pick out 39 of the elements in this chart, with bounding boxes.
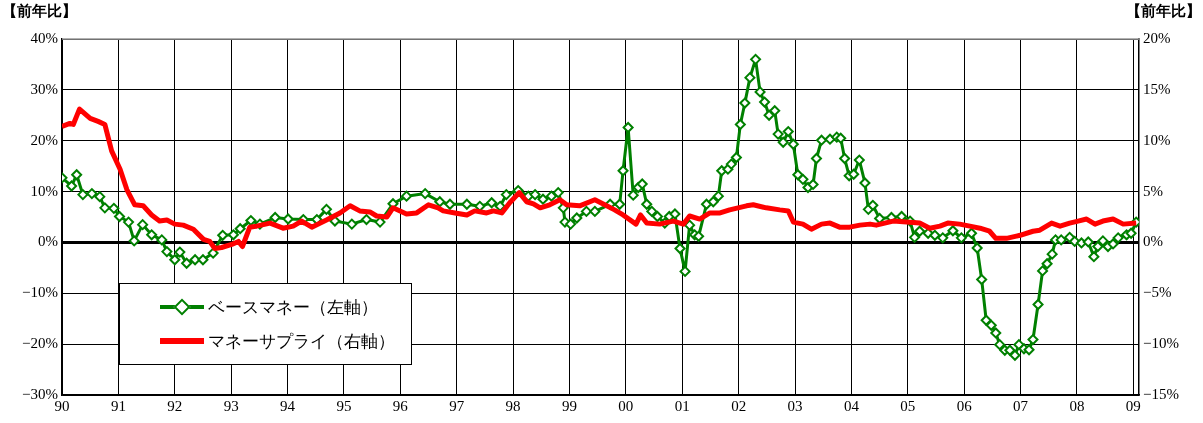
x-tick-label: 01	[674, 397, 690, 414]
x-tick-label: 09	[1125, 397, 1141, 414]
y-axis-title: 【前年比】	[2, 3, 77, 20]
y2-tick-label: 20%	[1143, 29, 1171, 46]
x-tick-label: 94	[280, 397, 296, 414]
y-tick-label: 40%	[30, 29, 58, 46]
x-tick-label: 06	[956, 397, 973, 414]
y-tick-label: −30%	[22, 385, 58, 402]
x-tick-label: 07	[1013, 397, 1029, 414]
y2-tick-label: 15%	[1143, 80, 1171, 97]
x-tick-label: 05	[900, 397, 916, 414]
x-tick-label: 93	[223, 397, 239, 414]
x-tick-label: 99	[561, 397, 577, 414]
y2-axis-title: 【前年比】	[1126, 3, 1201, 20]
x-tick-label: 00	[618, 397, 634, 414]
y2-tick-label: −5%	[1143, 284, 1172, 301]
y-tick-label: 10%	[30, 182, 58, 199]
x-tick-label: 96	[392, 397, 409, 414]
legend-label: ベースマネー（左軸）	[208, 296, 378, 319]
x-tick-label: 97	[449, 397, 465, 414]
x-tick-label: 04	[843, 397, 860, 414]
x-tick-label: 02	[731, 397, 747, 414]
y-tick-label: −10%	[22, 284, 58, 301]
x-tick-label: 03	[787, 397, 803, 414]
legend-label: マネーサプライ（右軸）	[208, 330, 395, 353]
y-tick-label: 30%	[30, 80, 58, 97]
y-tick-label: −20%	[22, 335, 58, 352]
y2-tick-label: 0%	[1143, 233, 1163, 250]
x-tick-label: 98	[505, 397, 521, 414]
y2-tick-label: 5%	[1143, 182, 1163, 199]
y2-tick-label: 10%	[1143, 131, 1171, 148]
y2-tick-label: −15%	[1143, 385, 1179, 402]
x-tick-label: 08	[1069, 397, 1085, 414]
x-tick-label: 95	[336, 397, 352, 414]
x-tick-label: 91	[110, 397, 126, 414]
y-tick-label: 20%	[30, 131, 58, 148]
y-tick-label: 0%	[38, 233, 58, 250]
y2-tick-label: −10%	[1143, 335, 1179, 352]
x-tick-label: 92	[167, 397, 183, 414]
